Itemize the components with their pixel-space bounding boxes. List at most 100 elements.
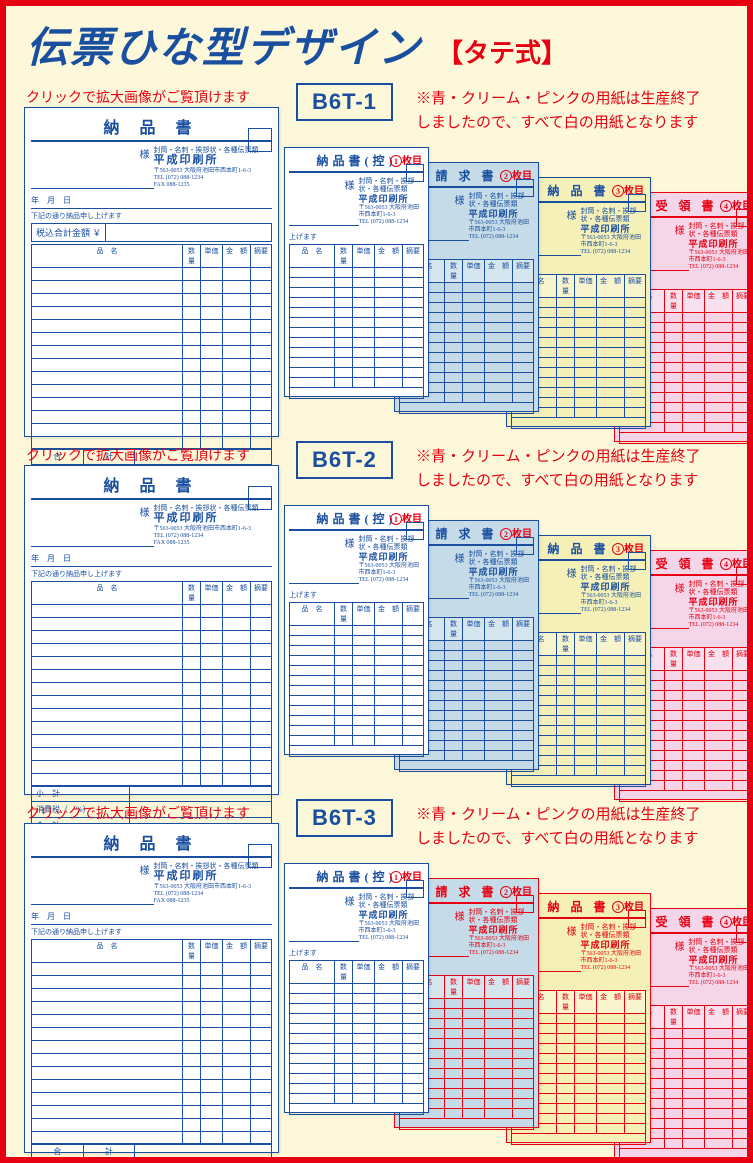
company-name: 平成印刷所: [469, 925, 535, 936]
company-name: 平成印刷所: [469, 209, 535, 220]
company-name: 平成印刷所: [689, 597, 753, 608]
table-row: [290, 984, 423, 994]
col-price: 単価: [201, 245, 223, 267]
table-row: [290, 1014, 423, 1024]
table-row: [290, 1004, 423, 1014]
stamp-box: [516, 895, 534, 913]
col-price: 単価: [683, 290, 705, 312]
col-qty: 数量: [335, 961, 353, 983]
company-name: 平成印刷所: [359, 552, 425, 563]
table-head: 品 名 数量 単価 金 額 摘要: [32, 582, 271, 605]
sama-label: 様: [140, 508, 150, 519]
tel: TEL (072) 088-1234: [689, 622, 753, 629]
stamp-box: [406, 164, 424, 182]
table-row: [290, 706, 423, 716]
col-remark: 摘要: [733, 290, 753, 312]
col-price: 単価: [201, 582, 223, 604]
col-amount: 金 額: [485, 260, 513, 282]
table-row: [32, 320, 271, 333]
table-row: [290, 1024, 423, 1034]
table-head: 品 名 数量 単価 金 額 摘要: [290, 245, 423, 268]
slips-wrap: 納 品 書 様 封筒・名刺・挨拶状・各種伝票類 平成印刷所 〒563-0053 …: [24, 107, 737, 437]
slip-title: 納 品 書: [31, 472, 272, 500]
sama-label: 様: [345, 897, 355, 908]
col-remark: 摘要: [403, 961, 423, 983]
stamp-box: [248, 486, 272, 510]
table-row: [32, 722, 271, 735]
company-name: 平成印刷所: [154, 154, 273, 167]
slip-header: 様 封筒・名刺・挨拶状・各種伝票類 平成印刷所 〒563-0053 大阪府池田市…: [289, 535, 424, 584]
col-qty: 数量: [557, 275, 575, 297]
table-row: [290, 318, 423, 328]
table-row: [32, 1002, 271, 1015]
sub-title: 【タテ式】: [437, 33, 567, 70]
copy-slip-1[interactable]: 1枚目 納品書(控) 様 封筒・名刺・挨拶状・各種伝票類 平成印刷所 〒563-…: [284, 505, 429, 755]
col-remark: 摘要: [251, 940, 271, 962]
tel: TEL (072) 088-1234: [154, 175, 273, 182]
table-row: [32, 359, 271, 372]
stamp-box: [736, 925, 753, 943]
date-row: 年 月 日: [31, 909, 272, 925]
table-row: [290, 1034, 423, 1044]
col-qty: 数量: [557, 633, 575, 655]
col-amount: 金 額: [597, 991, 625, 1013]
stamp-box: [248, 844, 272, 868]
table-row: [32, 644, 271, 657]
template-section-1: クリックで拡大画像がご覧頂けます B6T-1 ※青・クリーム・ピンクの用紙は生産…: [6, 87, 747, 437]
col-amount: 金 額: [705, 1006, 733, 1028]
thanks-note: 上げます: [289, 230, 424, 244]
main-slip[interactable]: 納 品 書 様 封筒・名刺・挨拶状・各種伝票類 平成印刷所 〒563-0053 …: [24, 107, 279, 437]
table-head: 品 名 数量 単価 金 額 摘要: [32, 245, 271, 268]
total-box: 税込合計金額 ￥: [31, 223, 272, 242]
col-name: 品 名: [290, 245, 335, 267]
table-row: [32, 385, 271, 398]
slips-wrap: 納 品 書 様 封筒・名刺・挨拶状・各種伝票類 平成印刷所 〒563-0053 …: [24, 465, 737, 795]
table-row: [290, 736, 423, 746]
table-row: [290, 348, 423, 358]
tel: TEL (072) 088-1234: [469, 950, 535, 957]
warning-text: ※青・クリーム・ピンクの用紙は生産終了しましたので、すべて白の用紙となります: [416, 445, 701, 493]
stamp-box: [628, 194, 646, 212]
table-row: [290, 378, 423, 388]
slip-title: 納 品 書: [31, 114, 272, 142]
col-amount: 金 額: [375, 961, 403, 983]
table-row: [32, 709, 271, 722]
table-row: [32, 372, 271, 385]
stamp-box: [516, 179, 534, 197]
stamp-box: [628, 552, 646, 570]
sama-label: 様: [345, 539, 355, 550]
addr: 〒563-0053 大阪府池田市西本町1-6-3: [154, 526, 273, 533]
table-row: [290, 1064, 423, 1074]
col-remark: 摘要: [625, 991, 645, 1013]
col-remark: 摘要: [733, 648, 753, 670]
table-row: [32, 696, 271, 709]
addr: 〒563-0053 大阪府池田市西本町1-6-3: [154, 168, 273, 175]
col-price: 単価: [353, 245, 375, 267]
copy-slip-1[interactable]: 1枚目 納品書(控) 様 封筒・名刺・挨拶状・各種伝票類 平成印刷所 〒563-…: [284, 147, 429, 397]
addr: 〒563-0053 大阪府池田市西本町1-6-3: [154, 884, 273, 891]
company-name: 平成印刷所: [689, 955, 753, 966]
table-row: [32, 1067, 271, 1080]
table-row: [290, 1074, 423, 1084]
table-row: [290, 636, 423, 646]
catalog-page: 伝票ひな型デザイン 【タテ式】 クリックで拡大画像がご覧頂けます B6T-1 ※…: [0, 0, 753, 1163]
table-row: [32, 424, 271, 437]
sama-label: 様: [140, 150, 150, 161]
col-price: 単価: [463, 976, 485, 998]
tel: TEL (072) 088-1234: [154, 533, 273, 540]
main-slip[interactable]: 納 品 書 様 封筒・名刺・挨拶状・各種伝票類 平成印刷所 〒563-0053 …: [24, 465, 279, 795]
table-row: [290, 1044, 423, 1054]
sama-label: 様: [675, 226, 685, 237]
col-remark: 摘要: [625, 275, 645, 297]
main-slip[interactable]: 納 品 書 様 封筒・名刺・挨拶状・各種伝票類 平成印刷所 〒563-0053 …: [24, 823, 279, 1153]
table-row: [32, 294, 271, 307]
table-row: [290, 994, 423, 1004]
company-name: 平成印刷所: [581, 224, 647, 235]
table-row: [32, 411, 271, 424]
code-badge: B6T-2: [296, 441, 393, 479]
col-amount: 金 額: [705, 290, 733, 312]
col-qty: 数量: [665, 290, 683, 312]
copy-slip-1[interactable]: 1枚目 納品書(控) 様 封筒・名刺・挨拶状・各種伝票類 平成印刷所 〒563-…: [284, 863, 429, 1113]
slip-table: 品 名 数量 単価 金 額 摘要: [289, 602, 424, 757]
table-row: [290, 1094, 423, 1104]
